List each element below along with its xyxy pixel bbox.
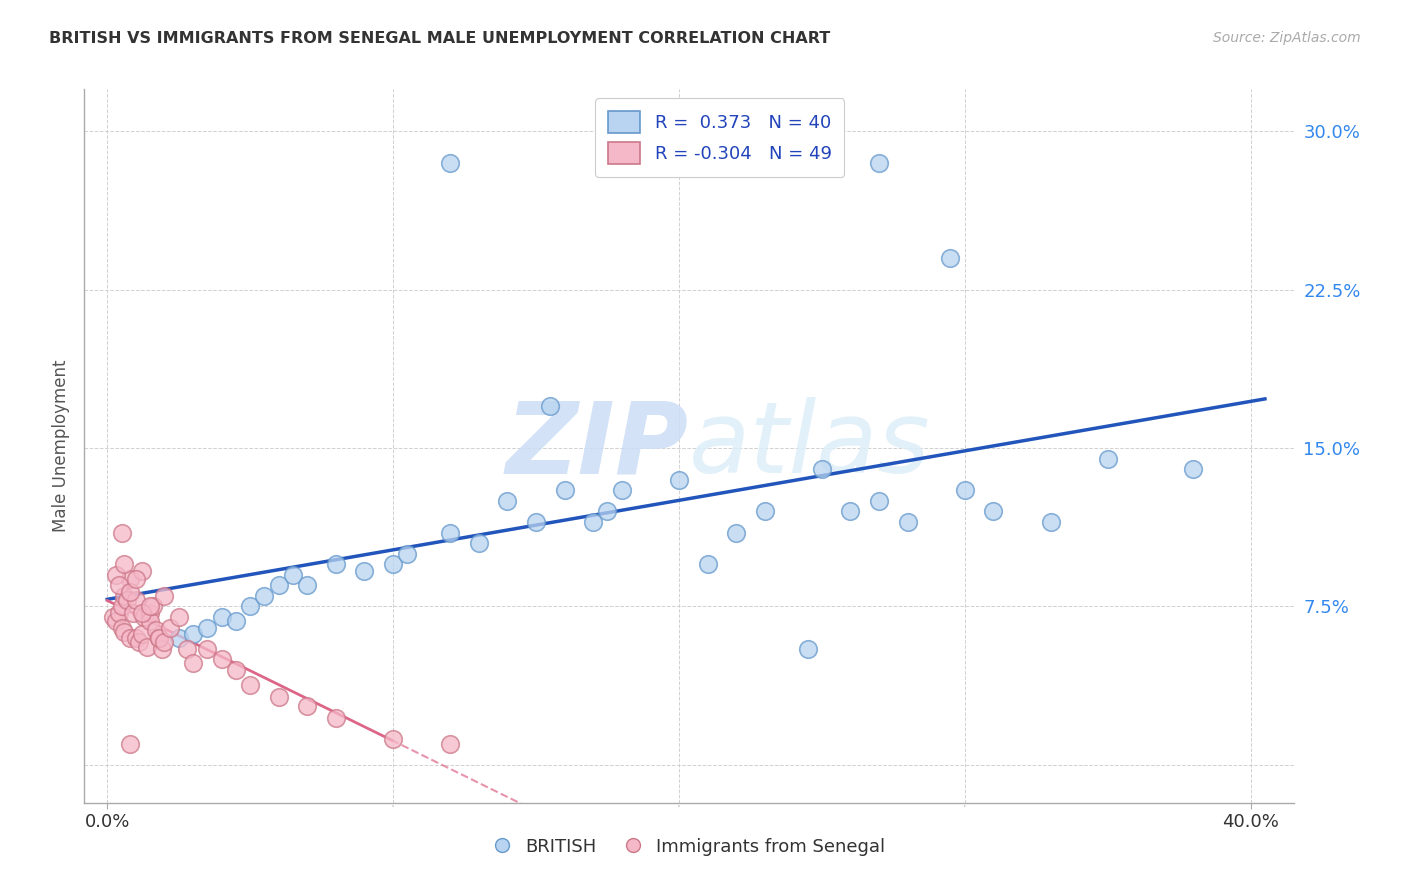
Point: [120, 584, 142, 599]
Point: [939, 251, 962, 265]
Point: [195, 641, 218, 656]
Point: [239, 599, 262, 614]
Point: [148, 631, 170, 645]
Point: [754, 504, 776, 518]
Point: [868, 494, 890, 508]
Point: [211, 652, 233, 666]
Point: [176, 641, 198, 656]
Point: [439, 525, 461, 540]
Point: [524, 515, 547, 529]
Point: [297, 578, 319, 592]
Point: [159, 621, 181, 635]
Point: [439, 156, 461, 170]
Point: [325, 558, 347, 572]
Point: [1182, 462, 1205, 476]
Point: [496, 494, 519, 508]
Point: [811, 462, 834, 476]
Point: [167, 610, 190, 624]
Point: [131, 564, 153, 578]
Point: [112, 624, 135, 639]
Point: [110, 599, 132, 614]
Point: [796, 641, 818, 656]
Text: Source: ZipAtlas.com: Source: ZipAtlas.com: [1213, 31, 1361, 45]
Point: [897, 515, 920, 529]
Point: [538, 399, 561, 413]
Point: [239, 677, 262, 691]
Point: [225, 663, 247, 677]
Point: [267, 578, 290, 592]
Point: [468, 536, 491, 550]
Point: [839, 504, 862, 518]
Point: [1097, 451, 1119, 466]
Point: [211, 610, 233, 624]
Point: [582, 515, 605, 529]
Point: [134, 610, 156, 624]
Point: [153, 589, 176, 603]
Point: [267, 690, 290, 705]
Point: [120, 737, 142, 751]
Point: [725, 525, 748, 540]
Point: [1039, 515, 1062, 529]
Text: atlas: atlas: [689, 398, 931, 494]
Point: [353, 564, 375, 578]
Point: [281, 567, 304, 582]
Point: [120, 631, 142, 645]
Point: [131, 627, 153, 641]
Point: [122, 606, 145, 620]
Point: [131, 606, 153, 620]
Point: [396, 547, 419, 561]
Point: [225, 614, 247, 628]
Y-axis label: Male Unemployment: Male Unemployment: [52, 359, 70, 533]
Point: [150, 641, 173, 656]
Point: [139, 606, 162, 620]
Point: [325, 711, 347, 725]
Point: [101, 610, 124, 624]
Point: [148, 631, 170, 645]
Point: [596, 504, 619, 518]
Point: [195, 621, 218, 635]
Point: [142, 599, 165, 614]
Point: [153, 635, 176, 649]
Point: [953, 483, 976, 498]
Point: [554, 483, 576, 498]
Point: [181, 627, 204, 641]
Point: [104, 614, 127, 628]
Text: BRITISH VS IMMIGRANTS FROM SENEGAL MALE UNEMPLOYMENT CORRELATION CHART: BRITISH VS IMMIGRANTS FROM SENEGAL MALE …: [49, 31, 831, 46]
Point: [115, 593, 138, 607]
Point: [181, 657, 204, 671]
Point: [696, 558, 718, 572]
Point: [125, 572, 148, 586]
Point: [112, 558, 135, 572]
Point: [139, 614, 162, 628]
Point: [297, 698, 319, 713]
Point: [610, 483, 633, 498]
Point: [439, 737, 461, 751]
Point: [868, 156, 890, 170]
Point: [125, 631, 148, 645]
Point: [139, 599, 162, 614]
Point: [128, 635, 150, 649]
Point: [104, 567, 127, 582]
Point: [107, 606, 129, 620]
Point: [167, 631, 190, 645]
Point: [668, 473, 690, 487]
Point: [110, 525, 132, 540]
Point: [382, 732, 405, 747]
Point: [112, 589, 135, 603]
Text: ZIP: ZIP: [506, 398, 689, 494]
Point: [136, 640, 159, 654]
Point: [145, 623, 167, 637]
Point: [120, 572, 142, 586]
Legend: R =  0.373   N = 40, R = -0.304   N = 49: R = 0.373 N = 40, R = -0.304 N = 49: [595, 98, 845, 177]
Point: [253, 589, 276, 603]
Point: [983, 504, 1005, 518]
Point: [110, 621, 132, 635]
Point: [125, 593, 148, 607]
Point: [382, 558, 405, 572]
Point: [107, 578, 129, 592]
